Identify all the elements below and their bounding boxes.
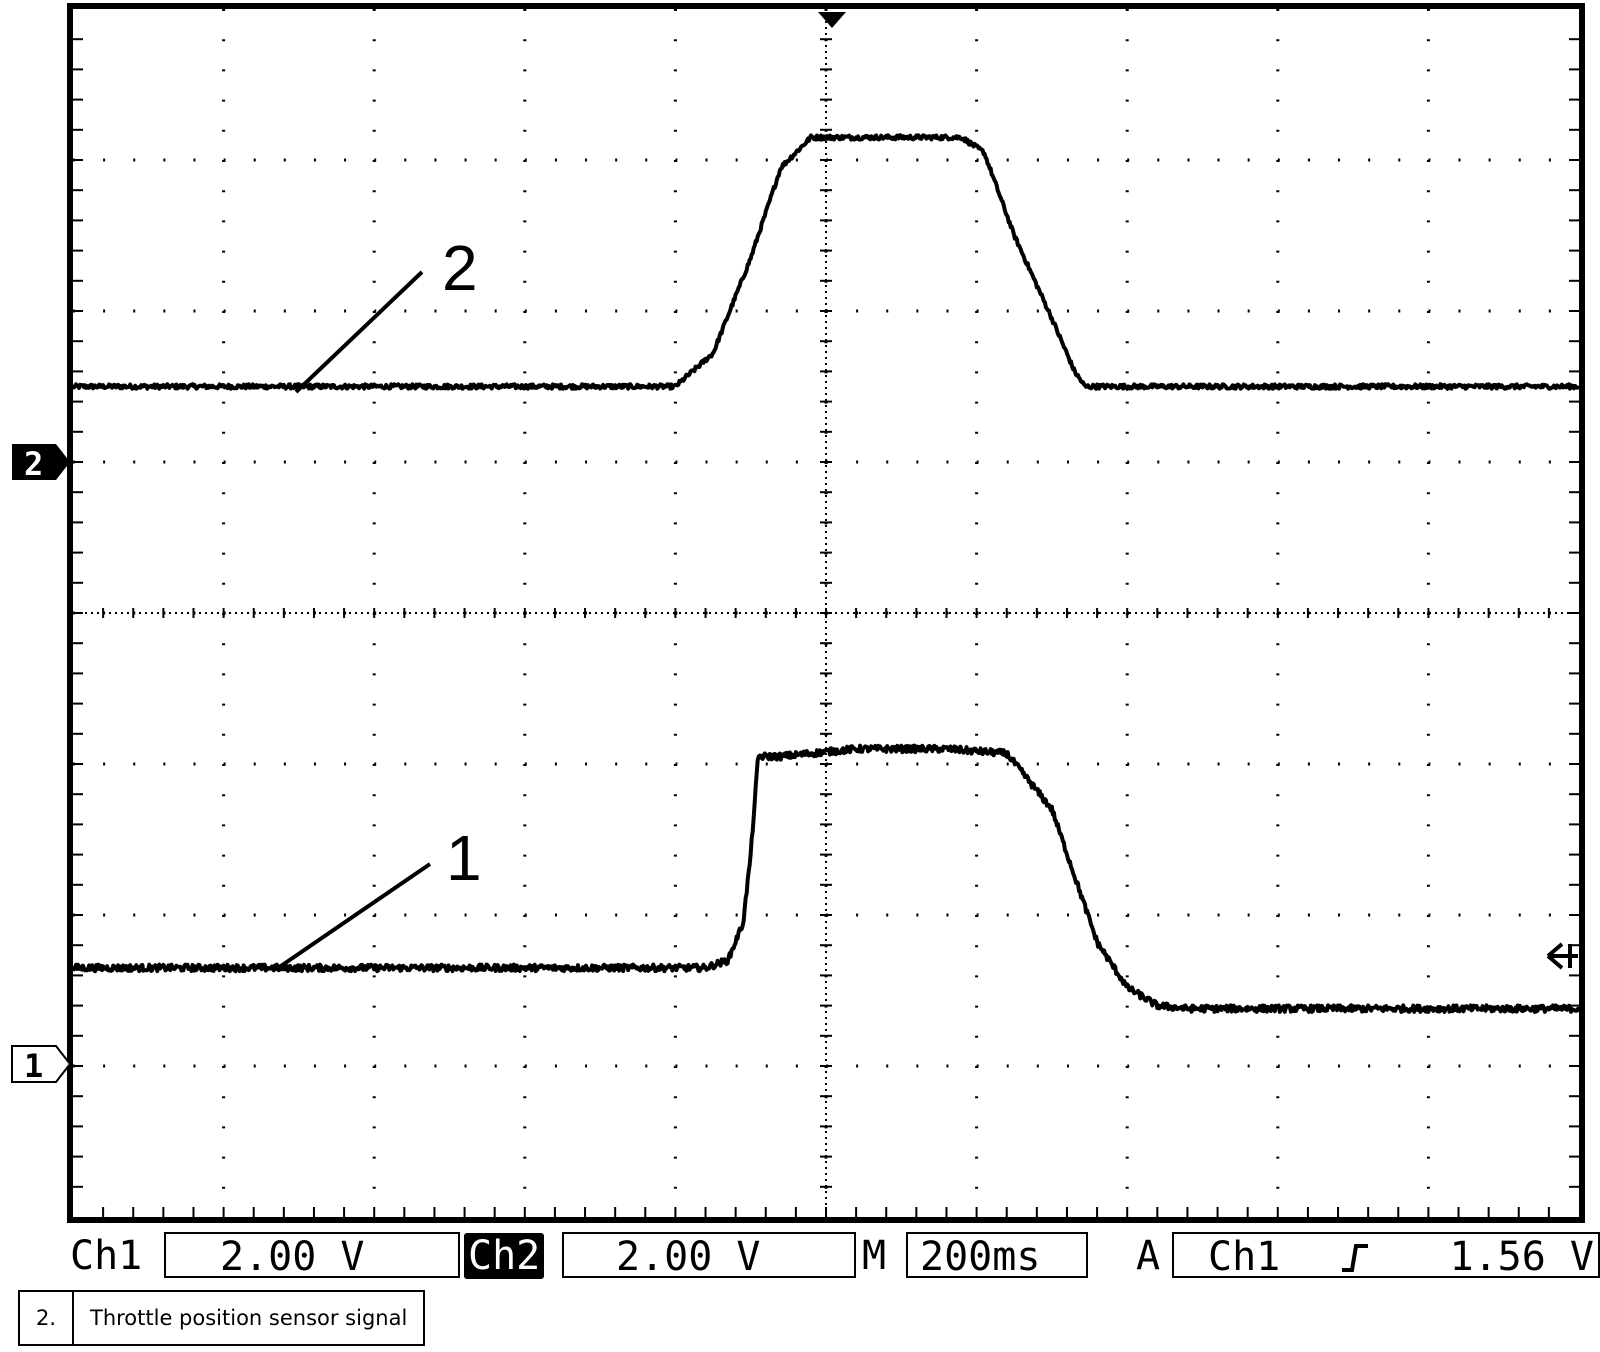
trigger-position-marker <box>818 12 846 28</box>
legend-text: Throttle position sensor signal <box>90 1306 408 1330</box>
trace-1-callout-label: 1 <box>446 822 482 894</box>
trace-2-line <box>71 133 1580 391</box>
trigger-level: 1.56 V <box>1449 1234 1595 1280</box>
trace-2-callout: 2 <box>294 232 478 394</box>
ch1-label: Ch1 <box>70 1233 143 1279</box>
ch2-ground-marker: 2 <box>12 444 70 483</box>
ch2-ground-marker-label: 2 <box>24 445 43 483</box>
figure-legend: 2. Throttle position sensor signal <box>18 1290 426 1346</box>
ch2-label: Ch2 <box>464 1233 545 1279</box>
ch1-scale: 2.00 V <box>164 1232 460 1280</box>
plot-frame <box>67 3 1585 1223</box>
status-bar: Ch1 2.00 V Ch2 2.00 V M 200ms A Ch1 1.56… <box>68 1230 1600 1282</box>
trigger-settings: Ch1 1.56 V <box>1172 1232 1600 1280</box>
trigger-label: A <box>1136 1233 1161 1279</box>
trace-1-line <box>71 743 1581 1014</box>
ch1-ground-marker: 1 <box>11 1045 72 1085</box>
timebase-label: M <box>862 1233 887 1279</box>
timebase-scale: 200ms <box>906 1232 1088 1280</box>
trigger-level-arrow-icon <box>1546 942 1578 970</box>
ch2-scale: 2.00 V <box>562 1232 856 1280</box>
graticule <box>73 9 1579 1217</box>
waveform-traces <box>71 133 1581 1014</box>
trigger-source: Ch1 <box>1208 1234 1281 1280</box>
trace-1-callout: 1 <box>276 822 482 970</box>
ch1-ground-marker-label: 1 <box>24 1047 43 1085</box>
rising-edge-icon <box>1342 1244 1368 1272</box>
legend-number: 2. <box>20 1292 74 1344</box>
trace-2-callout-label: 2 <box>442 232 478 304</box>
